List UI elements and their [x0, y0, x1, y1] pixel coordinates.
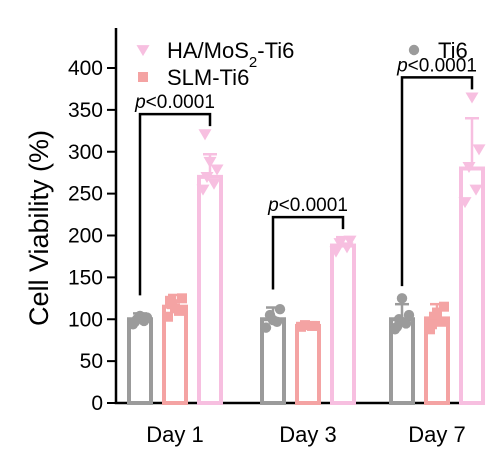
- bar: [127, 317, 153, 405]
- x-category-label: Day 1: [146, 422, 203, 447]
- significance-label: p<0.0001: [134, 92, 215, 113]
- data-point: [274, 304, 286, 315]
- data-point: [469, 184, 483, 196]
- data-point: [343, 235, 357, 247]
- legend-marker: [138, 72, 148, 82]
- data-point: [198, 129, 212, 141]
- legend-marker: [136, 45, 150, 57]
- y-tick-label: 150: [68, 266, 103, 289]
- x-axis-labels: Day 1 Day 3 Day 7: [146, 422, 465, 447]
- data-point: [207, 178, 221, 190]
- data-point: [329, 246, 343, 258]
- data-point: [432, 307, 442, 318]
- data-point: [472, 144, 486, 156]
- significance-bracket: [271, 215, 345, 290]
- significance-label: p<0.0001: [267, 195, 348, 216]
- bar: [330, 243, 356, 405]
- y-axis-title: Cell Viability (%): [24, 130, 54, 326]
- legend-marker: [408, 44, 420, 56]
- y-tick-label: 100: [68, 308, 103, 331]
- data-point: [396, 293, 408, 304]
- significance-label: p<0.0001: [396, 55, 477, 76]
- data-point: [203, 156, 217, 168]
- data-point: [200, 172, 214, 184]
- legend-label: Ti6: [438, 38, 468, 63]
- data-point: [310, 320, 320, 331]
- data-point: [465, 92, 479, 104]
- data-point: [436, 316, 446, 327]
- y-tick-label: 350: [68, 99, 103, 122]
- bar: [197, 174, 223, 405]
- data-point: [129, 316, 141, 327]
- significance-bracket: [138, 112, 212, 296]
- data-point: [458, 197, 472, 209]
- y-tick-label: 200: [68, 225, 103, 248]
- data-point: [163, 311, 173, 322]
- data-point: [333, 238, 347, 250]
- data-point: [260, 322, 272, 333]
- y-tick-label: 300: [68, 141, 103, 164]
- data-point: [177, 293, 187, 304]
- x-category-label: Day 3: [279, 422, 336, 447]
- bar-group: [127, 166, 485, 406]
- x-category-label: Day 7: [408, 422, 465, 447]
- significance-group: p<0.0001 p<0.0001 p<0.0001: [134, 55, 477, 296]
- data-point: [427, 319, 437, 330]
- y-tick-label: 50: [80, 350, 103, 373]
- data-point-group: [127, 92, 486, 335]
- data-point: [462, 161, 476, 173]
- significance-bracket: [400, 76, 474, 287]
- data-point: [300, 320, 310, 331]
- data-point: [439, 301, 449, 312]
- data-point: [425, 324, 435, 335]
- legend-label: HA/MoS2-Ti6: [167, 38, 294, 71]
- data-point: [391, 321, 403, 332]
- legend-label: SLM-Ti6: [167, 65, 249, 90]
- y-axis-ticks: 0 50 100 150 200 250 300 350 400: [68, 57, 116, 415]
- data-point: [403, 309, 415, 321]
- y-tick-label: 0: [91, 392, 103, 415]
- data-point: [165, 295, 175, 306]
- data-point: [170, 303, 180, 314]
- data-point: [140, 313, 152, 324]
- data-point: [196, 184, 210, 196]
- data-point: [267, 314, 279, 326]
- y-tick-label: 250: [68, 183, 103, 206]
- data-point: [210, 164, 224, 176]
- bar: [295, 323, 321, 406]
- y-tick-label: 400: [68, 57, 103, 80]
